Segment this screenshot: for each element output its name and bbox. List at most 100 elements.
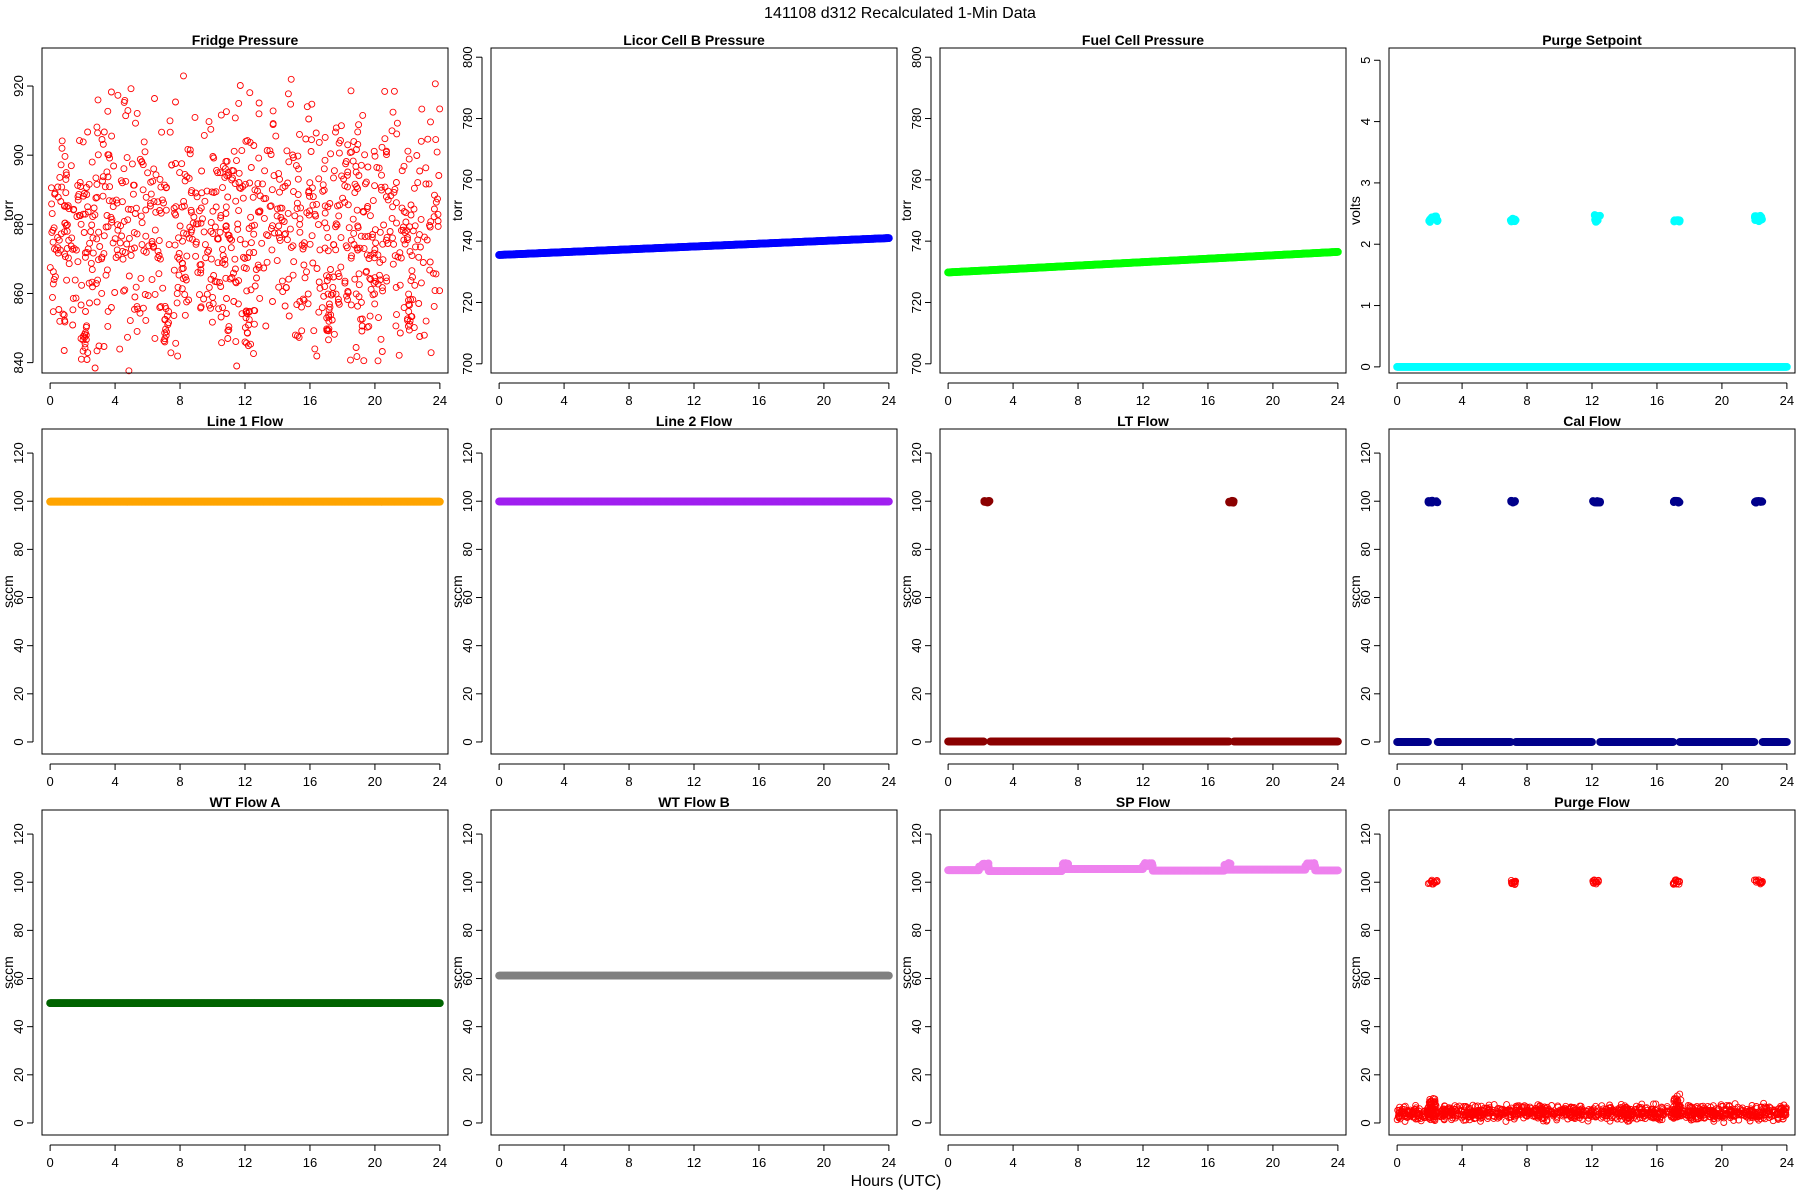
data-point xyxy=(200,131,208,139)
data-point xyxy=(348,252,355,260)
data-point xyxy=(93,298,101,306)
data-point xyxy=(232,279,240,287)
data-point xyxy=(1426,215,1435,223)
data-point xyxy=(266,202,274,210)
data-point xyxy=(294,191,302,199)
data-point xyxy=(58,137,66,145)
y-tick-label: 900 xyxy=(11,144,26,166)
data-point xyxy=(263,258,271,266)
data-point xyxy=(347,87,355,95)
data-point xyxy=(344,168,352,176)
data-point xyxy=(276,236,284,244)
x-tick-label: 8 xyxy=(176,393,183,408)
data-point xyxy=(247,239,255,247)
data-point xyxy=(185,296,193,304)
x-tick-label: 8 xyxy=(1523,393,1530,408)
data-point xyxy=(123,154,131,162)
data-point xyxy=(166,117,174,125)
data-point xyxy=(363,251,371,259)
data-point xyxy=(370,147,378,155)
y-tick-label: 60 xyxy=(11,590,26,604)
data-point xyxy=(87,259,95,267)
data-point xyxy=(77,301,85,309)
data-point xyxy=(320,186,328,194)
data-point xyxy=(108,218,116,226)
data-point xyxy=(77,183,85,190)
data-point xyxy=(251,282,259,290)
data-point xyxy=(414,179,422,187)
data-point xyxy=(170,266,178,274)
y-tick-label: 780 xyxy=(909,108,924,130)
data-point xyxy=(181,170,189,178)
data-point xyxy=(76,212,84,220)
data-point xyxy=(148,238,156,245)
data-point xyxy=(113,246,121,254)
x-tick-label: 12 xyxy=(1136,393,1150,408)
data-point xyxy=(409,296,417,304)
data-point xyxy=(200,295,208,303)
x-tick-label: 8 xyxy=(625,393,632,408)
data-point xyxy=(121,286,129,294)
data-point xyxy=(80,229,88,236)
data-point xyxy=(209,230,217,238)
data-point xyxy=(217,212,225,219)
data-point xyxy=(230,147,238,155)
data-points xyxy=(46,497,444,506)
y-tick-label: 4 xyxy=(1358,118,1373,125)
data-point xyxy=(433,148,441,156)
data-point xyxy=(72,246,80,254)
data-point xyxy=(424,135,432,143)
x-tick-label: 4 xyxy=(111,393,118,408)
data-point xyxy=(248,222,256,230)
data-point xyxy=(372,239,380,247)
data-point xyxy=(236,82,244,89)
data-point xyxy=(388,214,396,222)
data-point xyxy=(274,205,281,213)
data-point xyxy=(381,87,389,95)
data-point xyxy=(208,318,216,326)
data-point xyxy=(392,322,400,330)
data-point xyxy=(393,130,401,138)
data-point xyxy=(260,264,268,272)
data-point xyxy=(335,212,343,220)
data-point xyxy=(111,289,119,296)
data-point xyxy=(207,125,215,133)
data-point xyxy=(182,276,190,284)
data-point xyxy=(61,250,69,258)
data-point xyxy=(398,167,406,175)
data-point xyxy=(222,222,230,230)
data-point xyxy=(183,298,191,306)
data-point xyxy=(207,227,215,235)
data-point xyxy=(432,270,440,278)
x-tick-label: 12 xyxy=(687,393,701,408)
data-point xyxy=(167,349,175,357)
x-tick-label: 0 xyxy=(496,393,503,408)
data-point xyxy=(303,209,311,217)
data-point xyxy=(222,274,230,282)
data-point xyxy=(343,292,351,300)
data-point xyxy=(114,251,122,259)
y-tick-label: 800 xyxy=(909,46,924,68)
x-tick-label: 8 xyxy=(625,774,632,789)
data-point xyxy=(136,309,144,317)
x-tick-label: 0 xyxy=(47,774,54,789)
data-point xyxy=(323,277,331,284)
data-point xyxy=(152,171,160,179)
data-point xyxy=(365,322,373,330)
y-tick-label: 3 xyxy=(1358,179,1373,186)
data-point xyxy=(337,122,345,130)
data-point xyxy=(77,220,85,228)
data-point xyxy=(434,217,442,225)
data-point xyxy=(269,121,277,129)
data-point xyxy=(267,151,275,158)
y-tick-label: 760 xyxy=(909,169,924,191)
data-point xyxy=(298,327,306,335)
data-point xyxy=(250,249,258,256)
data-point xyxy=(346,149,354,157)
data-point xyxy=(124,216,132,224)
data-point xyxy=(63,276,71,284)
data-point xyxy=(183,252,191,260)
data-point xyxy=(355,172,363,179)
data-point xyxy=(315,308,323,316)
